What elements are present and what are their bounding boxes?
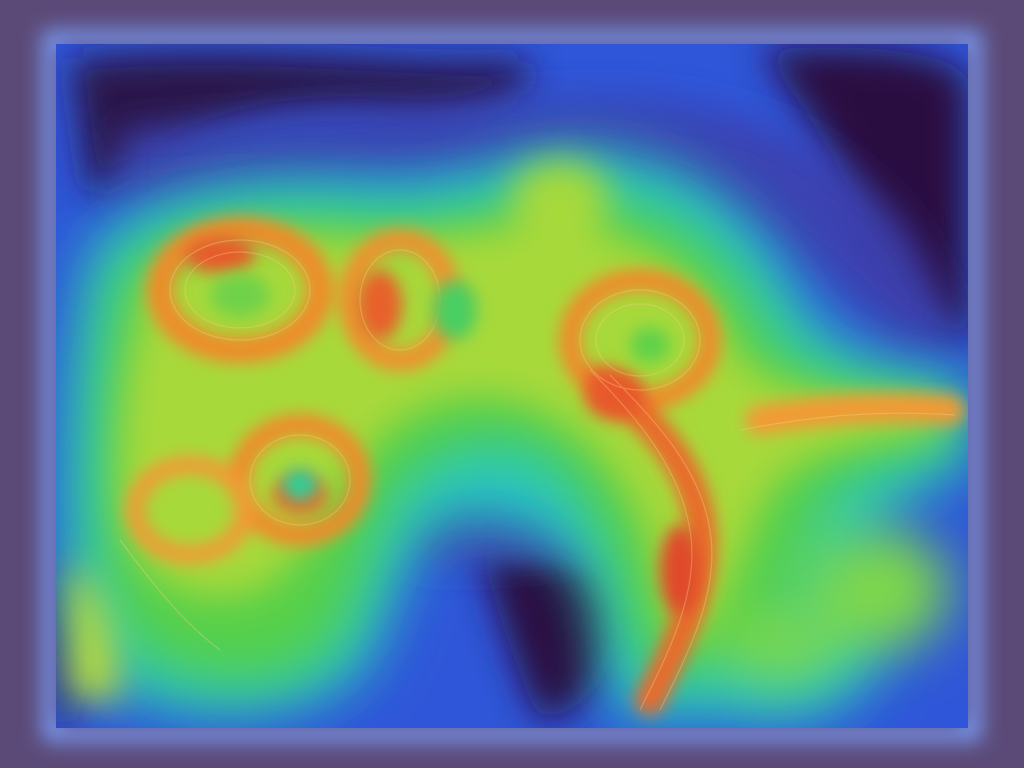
heatmap-field (56, 44, 968, 728)
frame-glow (43, 31, 981, 741)
